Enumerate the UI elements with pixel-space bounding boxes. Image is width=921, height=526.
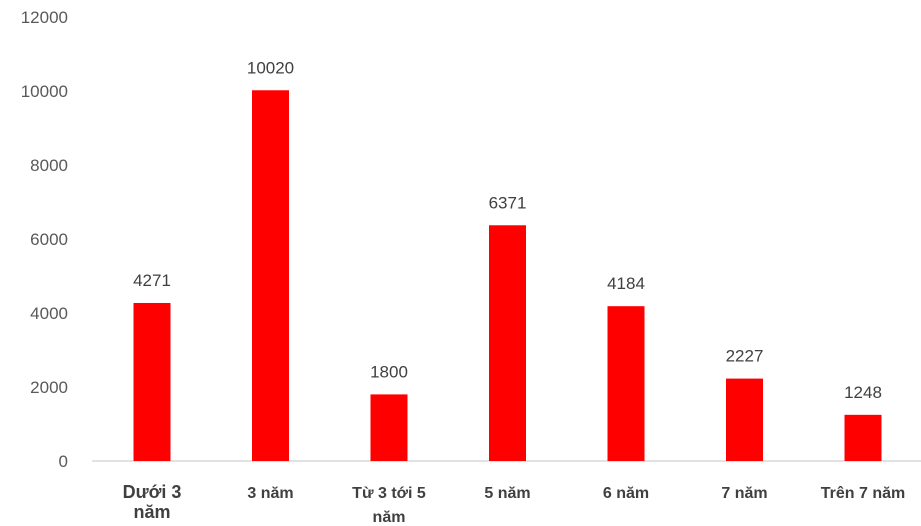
x-tick-label: Dưới 3 năm: [123, 482, 182, 522]
bar-value-label: 10020: [247, 58, 294, 77]
bar-value-label: 6371: [489, 193, 527, 212]
bar: [844, 414, 882, 461]
bar: [252, 90, 289, 461]
y-tick-label: 6000: [30, 230, 68, 249]
y-tick-label: 8000: [30, 156, 68, 175]
x-tick-label: 5 năm: [484, 485, 530, 502]
y-tick-label: 10000: [21, 82, 68, 101]
y-tick-label: 12000: [21, 8, 68, 27]
bar-value-label: 1800: [370, 362, 408, 381]
bar: [726, 378, 763, 461]
x-tick-label: 7 năm: [721, 485, 767, 502]
data-labels: 4271 10020 1800 6371 4184 2227 1248: [133, 58, 882, 402]
x-tick-label: Trên 7 năm: [821, 485, 905, 502]
bar: [607, 306, 645, 461]
bar-value-label: 1248: [844, 383, 882, 402]
bar-value-label: 4271: [133, 271, 171, 290]
bar: [370, 394, 408, 461]
bar: [133, 302, 171, 461]
x-tick-label: 6 năm: [603, 485, 649, 502]
x-tick-label: Từ 3 tới 5 năm: [352, 485, 426, 526]
y-tick-label: 2000: [30, 378, 68, 397]
y-axis-ticks: 0 2000 4000 6000 8000 10000 12000: [21, 8, 68, 471]
x-tick-label: 3 năm: [247, 485, 293, 502]
y-tick-label: 0: [59, 452, 68, 471]
bar-value-label: 2227: [726, 347, 764, 366]
bar-series: [133, 90, 882, 461]
bar-value-label: 4184: [607, 274, 645, 293]
x-axis-category-labels: Dưới 3 năm 3 năm Từ 3 tới 5 năm 5 năm 6 năm 7 n…: [123, 482, 906, 526]
y-tick-label: 4000: [30, 304, 68, 323]
bar: [489, 225, 526, 461]
